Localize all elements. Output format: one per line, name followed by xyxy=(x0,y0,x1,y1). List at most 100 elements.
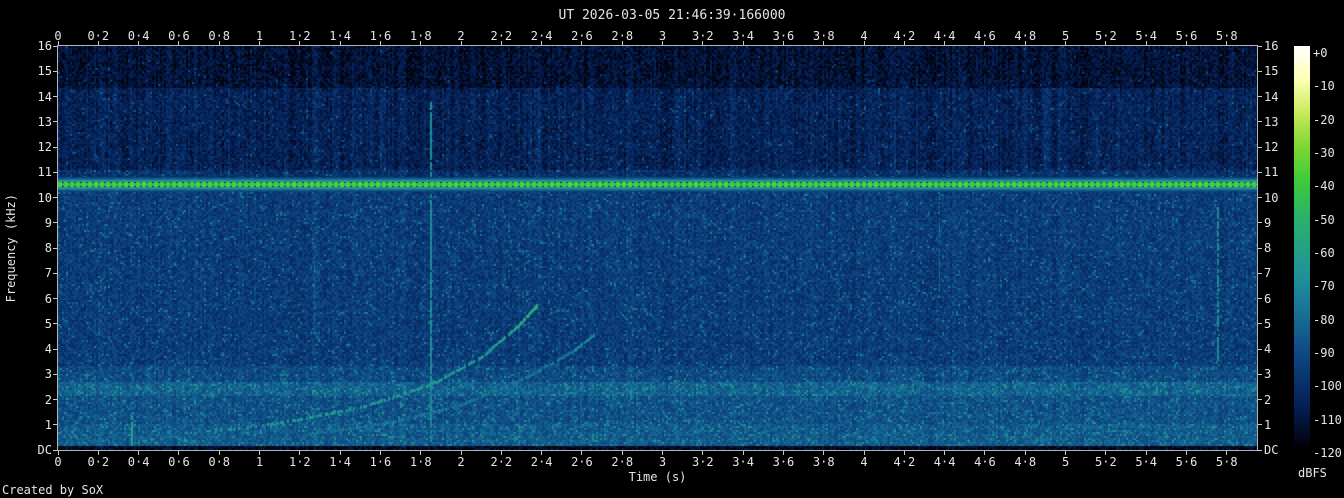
freq-tick xyxy=(53,197,57,198)
time-axis-title: Time (s) xyxy=(628,470,687,484)
time-tick-label: 3·6 xyxy=(772,29,795,43)
freq-tick xyxy=(53,449,57,451)
time-tick xyxy=(259,451,260,455)
colorbar-tick-label: -70 xyxy=(1313,279,1335,294)
freq-tick xyxy=(53,399,57,400)
time-tick xyxy=(460,451,462,455)
time-tick-label: 2·8 xyxy=(611,29,634,43)
time-tick-label: 2·8 xyxy=(611,455,634,469)
freq-tick-label: DC xyxy=(1264,443,1279,457)
freq-tick-label: 4 xyxy=(1264,342,1272,356)
time-tick xyxy=(1065,451,1067,455)
colorbar-tick-label: +0 xyxy=(1313,46,1328,60)
time-tick-label: 0·2 xyxy=(87,455,110,469)
colorbar-gradient xyxy=(1294,46,1310,446)
freq-tick xyxy=(53,96,57,97)
time-tick xyxy=(1105,41,1107,45)
freq-tick-label: 9 xyxy=(1264,215,1272,230)
colorbar-tick-label: -90 xyxy=(1313,346,1335,360)
freq-tick-label: 16 xyxy=(37,39,52,53)
freq-tick xyxy=(53,373,57,375)
freq-tick xyxy=(1258,171,1262,173)
time-tick-label: 3·4 xyxy=(732,455,754,469)
freq-tick-label: 9 xyxy=(44,215,52,230)
time-tick xyxy=(138,41,140,45)
freq-tick xyxy=(53,171,57,173)
time-tick-label: 1·4 xyxy=(329,29,351,43)
freq-tick xyxy=(53,272,57,274)
time-tick xyxy=(863,41,865,45)
time-tick-label: 2·4 xyxy=(530,29,553,43)
time-tick-label: 3·8 xyxy=(812,29,835,43)
time-tick xyxy=(742,451,744,455)
time-tick xyxy=(299,451,301,455)
freq-tick-label: 3 xyxy=(44,367,52,382)
colorbar-unit-label: dBFS xyxy=(1298,466,1327,480)
time-tick xyxy=(1226,451,1228,455)
colorbar-tick-label: -100 xyxy=(1313,379,1342,394)
time-tick-label: 4·4 xyxy=(933,29,956,43)
time-tick-label: 0·2 xyxy=(87,29,110,43)
time-tick xyxy=(662,41,664,45)
time-tick-label: 4·6 xyxy=(974,29,996,43)
freq-tick xyxy=(53,298,57,299)
freq-tick xyxy=(53,348,57,350)
time-tick-label: 1·8 xyxy=(409,455,432,469)
freq-tick-label: 6 xyxy=(44,291,52,306)
time-tick-label: 1·6 xyxy=(369,455,392,469)
time-tick xyxy=(621,41,623,45)
time-tick-label: 5·4 xyxy=(1135,455,1157,469)
freq-tick-label: 15 xyxy=(37,64,52,79)
time-tick-label: 4·8 xyxy=(1014,29,1037,43)
time-tick-label: 0·8 xyxy=(208,455,231,469)
time-tick-label: 2·6 xyxy=(571,455,593,469)
time-tick-label: 2 xyxy=(457,29,465,43)
freq-tick xyxy=(53,45,57,47)
time-tick xyxy=(541,41,543,45)
colorbar-tick-label: -80 xyxy=(1313,312,1335,327)
freq-tick xyxy=(1258,96,1262,97)
time-tick xyxy=(178,451,180,455)
time-tick xyxy=(1024,451,1026,455)
time-tick-label: 5·6 xyxy=(1175,455,1198,469)
time-tick-label: 3·2 xyxy=(691,29,714,43)
time-tick-label: 3·4 xyxy=(732,29,754,43)
freq-tick xyxy=(53,424,57,426)
time-tick-label: 0·6 xyxy=(168,455,190,469)
time-tick xyxy=(218,451,220,455)
freq-tick xyxy=(53,121,57,123)
time-tick xyxy=(742,41,744,45)
freq-tick-label: 1 xyxy=(1264,417,1272,432)
time-tick xyxy=(541,451,543,455)
freq-tick-label: 8 xyxy=(1264,241,1272,255)
freq-tick xyxy=(53,70,57,72)
freq-tick xyxy=(1258,424,1262,426)
credit-text: Created by SoX xyxy=(2,483,104,497)
colorbar-tick-label: -30 xyxy=(1313,146,1335,160)
time-tick xyxy=(379,41,381,45)
freq-tick xyxy=(53,146,57,148)
freq-tick xyxy=(1258,45,1262,47)
time-tick xyxy=(420,41,422,45)
time-tick-label: 0 xyxy=(54,455,62,469)
time-tick-label: 3 xyxy=(658,455,667,469)
time-tick-label: 0 xyxy=(54,29,62,43)
time-tick-label: 3 xyxy=(658,29,667,43)
colorbar-tick-label: -60 xyxy=(1313,246,1335,260)
colorbar-tick-label: -40 xyxy=(1313,179,1335,194)
time-tick-label: 3·6 xyxy=(772,455,795,469)
freq-tick-label: 12 xyxy=(37,140,52,154)
time-tick xyxy=(944,41,946,45)
freq-tick-label: 5 xyxy=(1264,316,1272,331)
time-tick xyxy=(178,41,180,45)
time-tick-label: 5·6 xyxy=(1175,29,1198,43)
time-tick xyxy=(662,451,664,455)
time-tick xyxy=(1145,41,1147,45)
time-tick-label: 4·2 xyxy=(893,455,916,469)
time-tick xyxy=(1105,451,1107,455)
time-tick xyxy=(1024,41,1026,45)
time-tick-label: 0·6 xyxy=(168,29,190,43)
time-tick-label: 5·4 xyxy=(1135,29,1157,43)
freq-tick-label: 13 xyxy=(1264,114,1279,129)
